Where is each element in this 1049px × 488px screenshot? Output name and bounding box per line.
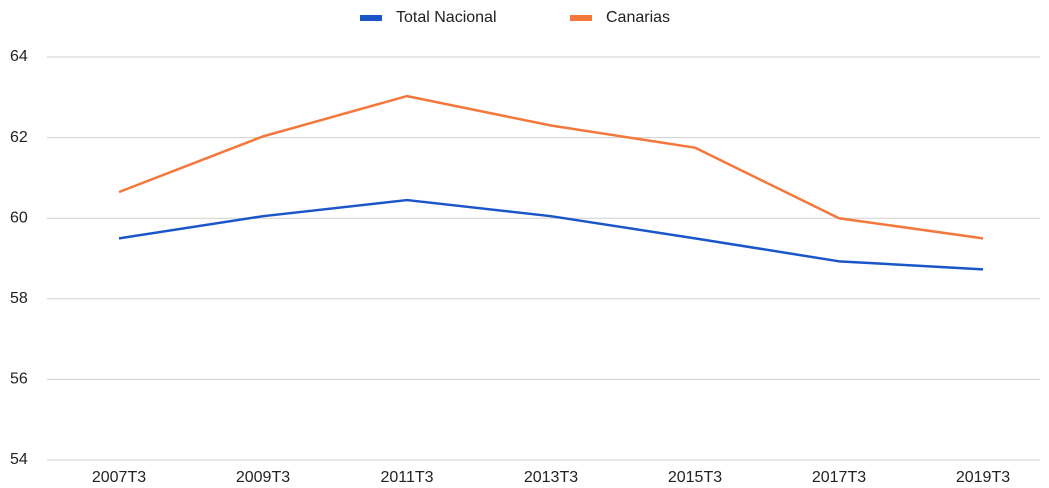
y-tick-label: 56: [10, 371, 28, 388]
x-tick-label: 2017T3: [812, 469, 866, 486]
legend-label: Total Nacional: [396, 9, 497, 26]
x-tick-label: 2011T3: [380, 469, 433, 486]
legend-label: Canarias: [606, 9, 670, 26]
y-tick-label: 62: [10, 129, 28, 146]
y-tick-label: 58: [10, 290, 28, 307]
x-tick-label: 2009T3: [236, 469, 290, 486]
legend-swatch: [360, 15, 382, 21]
y-tick-label: 64: [10, 48, 28, 65]
legend-swatch: [570, 15, 592, 21]
x-tick-label: 2019T3: [956, 469, 1010, 486]
y-tick-label: 60: [10, 209, 28, 226]
y-tick-label: 54: [10, 451, 28, 468]
x-tick-label: 2007T3: [92, 469, 146, 486]
x-tick-label: 2013T3: [524, 469, 578, 486]
line-series: [118, 94, 984, 240]
x-tick-label: 2015T3: [668, 469, 722, 486]
line-series: [118, 198, 984, 271]
